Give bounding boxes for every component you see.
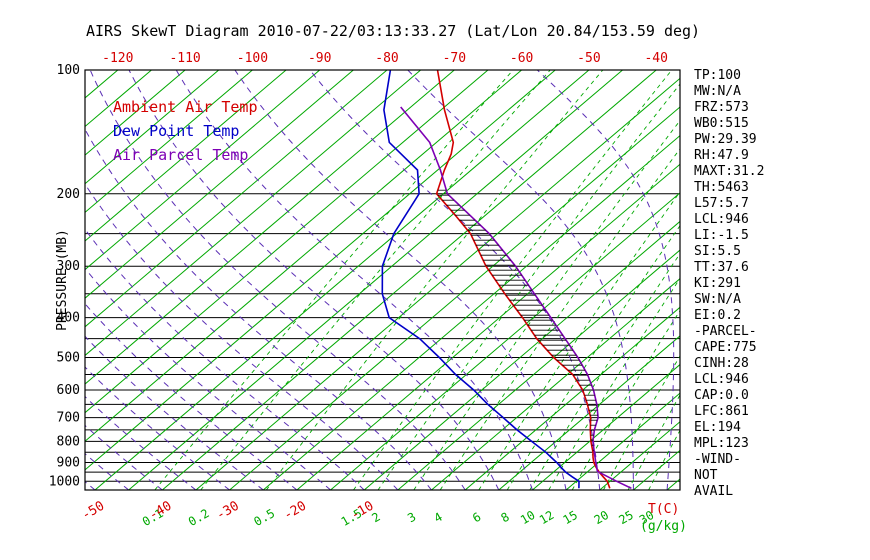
stat-line: LCL:946 bbox=[694, 372, 749, 387]
cape-hatch bbox=[437, 189, 598, 451]
axis-labels: 100 200 300 400 500 600 700 800 900 1000 PRESSURE … bbox=[49, 51, 687, 534]
stat-line: CINH:28 bbox=[694, 356, 749, 371]
legend-item-2: Air Parcel Temp bbox=[113, 146, 249, 164]
svg-text:-70: -70 bbox=[443, 51, 466, 66]
chart-title: AIRS SkewT Diagram 2010-07-22/03:13:33.2… bbox=[86, 22, 701, 40]
svg-text:-100: -100 bbox=[237, 51, 268, 66]
stat-line: RH:47.9 bbox=[694, 148, 749, 163]
svg-text:900: 900 bbox=[57, 455, 80, 470]
stat-line: FRZ:573 bbox=[694, 100, 749, 115]
svg-text:-50: -50 bbox=[577, 51, 600, 66]
svg-text:800: 800 bbox=[57, 434, 80, 449]
stat-line: SW:N/A bbox=[694, 292, 741, 307]
legend: Ambient Air Temp Dew Point Temp Air Parcel… bbox=[113, 95, 258, 167]
legend-item-1: Dew Point Temp bbox=[113, 122, 240, 140]
stat-line: TT:37.6 bbox=[694, 260, 749, 275]
stats-panel: TP:100 MW:N/A FRZ:573 WB0:515 PW:29.39 RH:47.… bbox=[694, 68, 764, 500]
stat-line: TH:5463 bbox=[694, 180, 749, 195]
plot-border bbox=[84, 69, 681, 491]
svg-text:6: 6 bbox=[470, 510, 483, 526]
svg-text:-30: -30 bbox=[214, 499, 242, 524]
svg-text:3: 3 bbox=[405, 510, 418, 526]
stat-line: NOT bbox=[694, 468, 718, 483]
stat-line: EI:0.2 bbox=[694, 308, 741, 323]
svg-text:-120: -120 bbox=[102, 51, 133, 66]
svg-text:-90: -90 bbox=[308, 51, 331, 66]
svg-text:300: 300 bbox=[57, 259, 80, 274]
svg-text:-50: -50 bbox=[79, 499, 107, 524]
svg-text:30: 30 bbox=[637, 508, 657, 527]
svg-text:20: 20 bbox=[592, 508, 612, 527]
stat-line: LI:-1.5 bbox=[694, 228, 749, 243]
svg-text:500: 500 bbox=[57, 350, 80, 365]
svg-text:700: 700 bbox=[57, 411, 80, 426]
svg-text:PRESSURE (MB): PRESSURE (MB) bbox=[55, 229, 70, 331]
svg-text:10: 10 bbox=[518, 508, 538, 527]
svg-text:0.5: 0.5 bbox=[251, 506, 277, 529]
svg-text:600: 600 bbox=[57, 383, 80, 398]
stat-line: CAP:0.0 bbox=[694, 388, 749, 403]
stat-line: SI:5.5 bbox=[694, 244, 741, 259]
stat-line: TP:100 bbox=[694, 68, 741, 83]
stat-line: EL:194 bbox=[694, 420, 741, 435]
svg-text:400: 400 bbox=[57, 311, 80, 326]
svg-text:1000: 1000 bbox=[49, 474, 80, 489]
stat-line: CAPE:775 bbox=[694, 340, 757, 355]
stat-line: WB0:515 bbox=[694, 116, 749, 131]
svg-text:200: 200 bbox=[57, 187, 80, 202]
svg-text:-20: -20 bbox=[281, 499, 309, 524]
svg-text:15: 15 bbox=[560, 508, 580, 527]
svg-text:100: 100 bbox=[57, 63, 80, 78]
svg-text:25: 25 bbox=[616, 508, 636, 527]
parcel-curve bbox=[400, 106, 632, 490]
svg-text:-40: -40 bbox=[644, 51, 667, 66]
svg-text:12: 12 bbox=[537, 508, 557, 527]
svg-text:(g/kg): (g/kg) bbox=[640, 519, 687, 534]
svg-text:4: 4 bbox=[432, 510, 445, 526]
moist-adiabat-grid bbox=[85, 70, 675, 490]
stat-line: MW:N/A bbox=[694, 84, 741, 99]
stat-line: MAXT:31.2 bbox=[694, 164, 765, 179]
isotherm-grid bbox=[85, 70, 680, 490]
mixing-ratio-grid bbox=[154, 70, 680, 490]
stat-line: AVAIL bbox=[694, 484, 734, 499]
svg-text:-60: -60 bbox=[510, 51, 533, 66]
legend-item-0: Ambient Air Temp bbox=[113, 98, 258, 116]
stat-line: KI:291 bbox=[694, 276, 741, 291]
dewpoint-curve bbox=[381, 70, 580, 489]
svg-text:-80: -80 bbox=[375, 51, 398, 66]
stat-line: -WIND- bbox=[694, 452, 741, 467]
stat-line: MPL:123 bbox=[694, 436, 749, 451]
stat-line: -PARCEL- bbox=[694, 324, 757, 339]
svg-text:T(C): T(C) bbox=[648, 502, 679, 517]
svg-text:0.2: 0.2 bbox=[186, 506, 212, 529]
stat-line: PW:29.39 bbox=[694, 132, 757, 147]
stat-line: LFC:861 bbox=[694, 404, 749, 419]
svg-text:-110: -110 bbox=[169, 51, 200, 66]
stat-line: LCL:946 bbox=[694, 212, 749, 227]
ambient-temp-curve bbox=[435, 70, 611, 489]
svg-text:8: 8 bbox=[499, 510, 512, 526]
stat-line: L57:5.7 bbox=[694, 196, 749, 211]
